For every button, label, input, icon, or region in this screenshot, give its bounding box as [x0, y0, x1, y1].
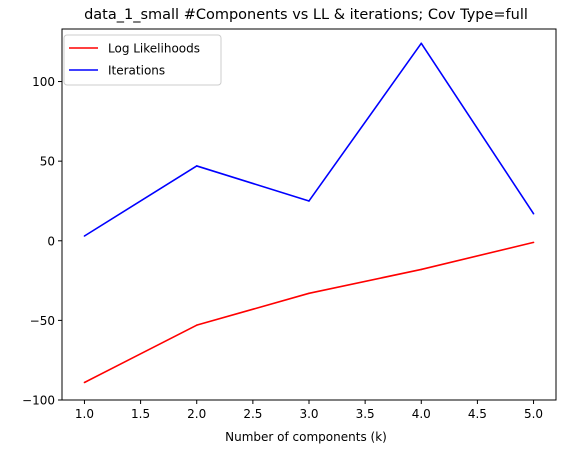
data-point-iterations — [308, 200, 310, 202]
x-tick-label: 3.0 — [299, 407, 318, 421]
data-point-log-likelihoods — [308, 292, 310, 295]
y-tick-label: −100 — [22, 394, 55, 408]
x-tick-label: 1.0 — [75, 407, 94, 421]
data-point-log-likelihoods — [195, 324, 198, 326]
data-point-iterations — [83, 235, 86, 237]
data-point-iterations — [420, 42, 423, 45]
legend-label-iterations: Iterations — [108, 64, 165, 78]
x-axis: 1.0 1.5 2.0 2.5 3.0 3.5 4.0 4.5 5.0 — [75, 400, 543, 421]
y-tick-label: 100 — [32, 75, 55, 89]
y-tick-label: −50 — [30, 314, 55, 328]
chart-title: data_1_small #Components vs LL & iterati… — [84, 7, 528, 23]
x-tick-label: 2.0 — [187, 407, 206, 421]
data-point-log-likelihoods — [83, 381, 86, 384]
x-tick-label: 2.5 — [243, 407, 262, 421]
y-tick-label: 50 — [40, 155, 55, 169]
x-tick-label: 4.0 — [412, 407, 431, 421]
x-tick-label: 1.5 — [131, 407, 150, 421]
data-point-log-likelihoods — [420, 268, 423, 271]
data-point-iterations — [532, 212, 535, 215]
x-tick-label: 4.5 — [468, 407, 487, 421]
legend-label-log-likelihoods: Log Likelihoods — [108, 42, 200, 56]
data-point-iterations — [195, 165, 198, 167]
y-axis: −100 −50 0 50 100 — [22, 75, 62, 408]
plot-area — [83, 42, 535, 384]
legend: Log Likelihoods Iterations — [63, 34, 222, 86]
x-tick-label: 3.5 — [356, 407, 375, 421]
x-axis-label: Number of components (k) — [225, 430, 387, 444]
legend-box — [63, 34, 222, 86]
x-tick-label: 5.0 — [524, 407, 543, 421]
y-tick-label: 0 — [47, 234, 55, 248]
data-point-log-likelihoods — [532, 241, 535, 244]
series-line-log-likelihoods — [84, 241, 534, 384]
